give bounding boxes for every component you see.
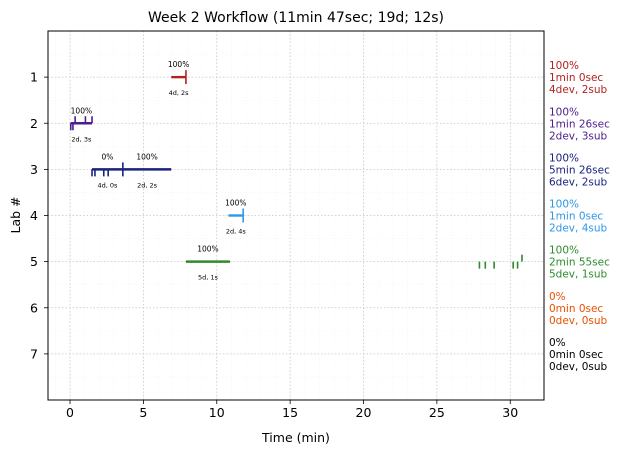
segment-percent-label: 100% (197, 245, 218, 254)
segment-stats-label: 2d, 2s (137, 181, 158, 189)
axis-layer: 0 5 10 15 20 25 30 1 2 3 4 5 6 7 (30, 70, 518, 420)
lab-summary-line: 2dev, 4sub (549, 223, 608, 235)
lab-summary-line: 0% (549, 337, 566, 349)
segment-percent-label: 100% (168, 60, 189, 69)
lab-summary-line: 100% (549, 199, 579, 211)
lab-summary-line: 100% (549, 60, 579, 72)
segment-stats-label: 4d, 2s (169, 89, 190, 97)
lab-summary-line: 100% (549, 106, 579, 118)
y-tick-label: 2 (30, 116, 38, 131)
segment-percent-label: 100% (225, 199, 246, 208)
lab-summary-line: 100% (549, 245, 579, 257)
x-tick-label: 5 (139, 405, 147, 420)
y-tick-label: 5 (30, 254, 38, 269)
y-tick-label: 4 (30, 208, 38, 223)
lab-summary-line: 0% (549, 291, 566, 303)
segment-stats-label: 2d, 4s (226, 228, 247, 236)
segment-percent-label: 100% (136, 152, 157, 161)
lab-summary-line: 0min 0sec (549, 303, 603, 315)
lab-summary-line: 1min 0sec (549, 72, 603, 84)
x-tick-label: 20 (356, 405, 372, 420)
lab-summary-line: 4dev, 2sub (549, 84, 608, 96)
lab-summary-line: 1min 0sec (549, 211, 603, 223)
y-tick-label: 7 (30, 346, 38, 361)
lab-summary-line: 6dev, 2sub (549, 176, 608, 188)
lab-summary-line: 5min 26sec (549, 164, 610, 176)
chart-title: Week 2 Workflow (11min 47sec; 19d; 12s) (148, 10, 444, 26)
segment-stats-label: 5d, 1s (198, 274, 219, 282)
x-tick-label: 10 (209, 405, 225, 420)
lab-summary-line: 100% (549, 152, 579, 164)
y-axis-label: Lab # (8, 196, 23, 233)
segment-percent-label: 0% (101, 152, 113, 161)
lab-summary-line: 1min 26sec (549, 118, 610, 130)
marks-layer: 100% 4d, 2s 100% 2d, 3s 0% 4d, 0s 100% 2d, 2s 10… (69, 60, 523, 282)
y-tick-label: 3 (30, 162, 38, 177)
segment-stats-label: 4d, 0s (97, 181, 118, 189)
x-tick-label: 15 (282, 405, 298, 420)
x-tick-label: 30 (502, 405, 518, 420)
lab-summary-line: 0dev, 0sub (549, 315, 608, 327)
grid-layer (48, 31, 544, 400)
y-tick-label: 6 (30, 300, 38, 315)
segment-percent-label: 100% (71, 106, 92, 115)
lab-summary-line: 5dev, 1sub (549, 269, 608, 281)
lab-summary-line: 2min 55sec (549, 257, 610, 269)
x-tick-label: 0 (66, 405, 74, 420)
y-tick-label: 1 (30, 70, 38, 85)
x-tick-label: 25 (429, 405, 445, 420)
lab-summary-line: 0dev, 0sub (549, 361, 608, 373)
segment-stats-label: 2d, 3s (71, 135, 92, 143)
lab-summary-line: 2dev, 3sub (549, 130, 608, 142)
lab-summary-line: 0min 0sec (549, 349, 603, 361)
x-axis-label: Time (min) (261, 430, 330, 445)
